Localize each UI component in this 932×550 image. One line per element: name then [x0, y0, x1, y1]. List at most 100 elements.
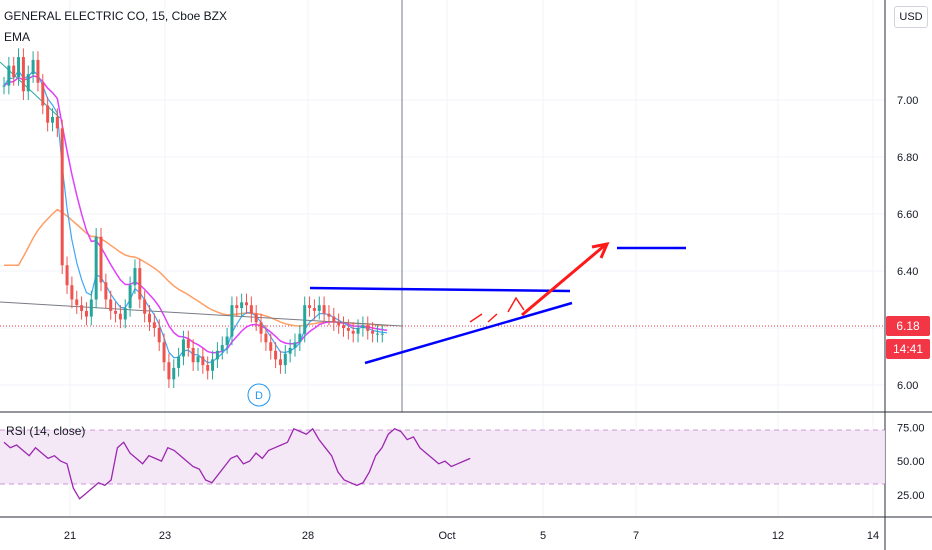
candle-body: [84, 310, 88, 317]
candle-body: [380, 333, 384, 335]
dividend-marker-label: D: [255, 390, 263, 402]
ema-legend[interactable]: EMA: [4, 30, 31, 44]
time-tick-label: Oct: [438, 530, 455, 542]
candles: [2, 48, 384, 389]
candle-body: [7, 65, 11, 86]
forecast-zigzag-2: [487, 313, 498, 323]
candle-body: [99, 236, 103, 283]
candle-body: [332, 316, 336, 323]
candle-body: [12, 65, 16, 78]
candle-body: [60, 128, 64, 266]
currency-button[interactable]: USD: [894, 6, 928, 28]
candle-body: [181, 339, 185, 357]
time-tick-label: 28: [302, 530, 314, 542]
candle-body: [327, 313, 331, 317]
candle-body: [312, 308, 316, 311]
candle-body: [21, 57, 25, 92]
candle-body: [196, 356, 200, 363]
candle-body: [51, 116, 54, 123]
candle-body: [288, 347, 292, 354]
resistance-trendline[interactable]: [309, 286, 571, 293]
candle-body: [201, 356, 205, 366]
candle-body: [41, 82, 45, 106]
candle-body: [75, 299, 79, 306]
candle-body: [254, 313, 258, 323]
candle-body: [172, 367, 176, 380]
candle-body: [118, 313, 122, 320]
candle-body: [220, 345, 224, 351]
candle-body: [31, 59, 35, 75]
candle-body: [17, 57, 21, 78]
candle-body: [162, 342, 166, 363]
forecast-zigzag-3: [507, 296, 525, 313]
candle-body: [2, 85, 6, 87]
candle-body: [293, 342, 297, 348]
candle-body: [230, 305, 234, 337]
candle-body: [240, 302, 244, 309]
candle-body: [322, 305, 326, 314]
candle-body: [283, 353, 287, 366]
support-trendline[interactable]: [364, 301, 573, 365]
time-axis[interactable]: 21 23 28 Oct 5 7 12 14: [64, 530, 879, 542]
price-tick-label: 6.00: [897, 380, 918, 392]
time-tick-label: 23: [159, 530, 171, 542]
rsi-tick-label: 25.00: [897, 490, 925, 502]
rsi-axis[interactable]: 75.00 50.00 25.00: [897, 422, 925, 501]
rsi-legend[interactable]: RSI (14, close): [6, 424, 86, 438]
ema-mid-line: [3, 75, 388, 354]
candle-body: [177, 356, 181, 368]
candle-body: [225, 336, 229, 346]
forecast-arrows[interactable]: [469, 241, 610, 323]
rsi-band: [0, 430, 885, 484]
price-pane[interactable]: [0, 0, 885, 412]
candle-body: [342, 325, 345, 328]
candle-body: [191, 347, 195, 363]
time-tick-label: 21: [64, 530, 76, 542]
last-price-badge: 6.18: [886, 316, 930, 336]
forecast-zigzag-1: [469, 313, 483, 323]
candle-body: [356, 328, 360, 334]
forecast-arrowhead: [591, 241, 610, 259]
rsi-tick-label: 75.00: [897, 422, 925, 434]
candle-body: [128, 285, 132, 309]
candle-body: [371, 330, 375, 334]
candle-body: [65, 265, 69, 286]
candle-body: [317, 305, 321, 311]
candle-body: [143, 299, 147, 314]
candle-body: [26, 74, 30, 92]
price-tick-label: 6.40: [897, 266, 918, 278]
candle-body: [206, 365, 210, 371]
candle-body: [259, 322, 263, 334]
price-tick-label: 7.00: [897, 95, 918, 107]
candle-body: [351, 330, 355, 334]
candle-body: [36, 59, 40, 83]
rsi-line: [3, 427, 471, 500]
candle-body: [264, 333, 268, 343]
time-tick-label: 12: [772, 530, 784, 542]
candle-body: [215, 350, 219, 360]
price-tick-label: 6.60: [897, 209, 918, 221]
countdown-badge: 14:41: [886, 339, 930, 359]
candle-body: [109, 299, 113, 311]
candle-body: [133, 268, 137, 286]
candle-body: [361, 325, 365, 328]
dividend-marker[interactable]: [247, 383, 271, 407]
candle-body: [46, 105, 50, 123]
candle-body: [94, 236, 98, 300]
candle-body: [114, 310, 118, 314]
candle-body: [245, 302, 248, 306]
candle-body: [269, 342, 273, 351]
rsi-tick-label: 50.00: [897, 456, 925, 468]
forecast-main-arrow: [521, 244, 605, 317]
candle-body: [235, 305, 239, 309]
candle-body: [249, 305, 253, 314]
candle-body: [298, 333, 302, 343]
time-tick-label: 5: [540, 530, 546, 542]
candle-body: [123, 308, 127, 320]
candle-body: [278, 359, 282, 366]
time-tick-label: 14: [867, 530, 879, 542]
symbol-title[interactable]: GENERAL ELECTRIC CO, 15, Cboe BZX: [4, 9, 227, 23]
candle-body: [366, 325, 370, 331]
candle-body: [274, 350, 278, 360]
